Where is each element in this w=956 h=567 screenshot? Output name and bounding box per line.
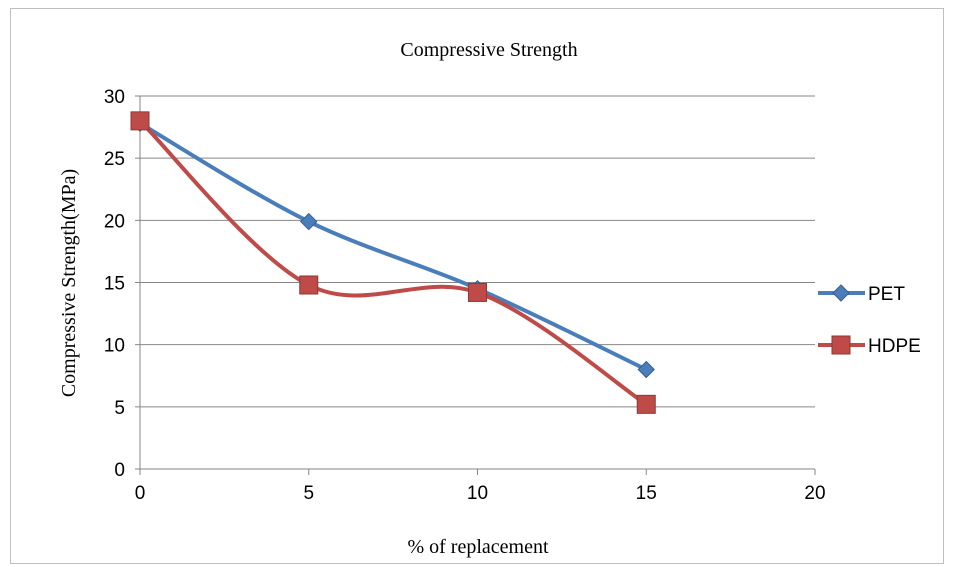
axes bbox=[135, 95, 816, 475]
chart-title: Compressive Strength bbox=[400, 39, 577, 61]
y-tick-label-30: 30 bbox=[104, 87, 125, 108]
series-line-hdpe bbox=[138, 119, 648, 407]
y-tick-label-20: 20 bbox=[104, 211, 125, 232]
x-axis-title: % of replacement bbox=[407, 536, 548, 558]
x-tick-label-0: 0 bbox=[135, 483, 146, 504]
data-point-hdpe-10 bbox=[468, 282, 487, 302]
legend: PET HDPE bbox=[818, 284, 921, 357]
data-point-pet-15 bbox=[637, 360, 655, 379]
series-lines bbox=[130, 111, 656, 414]
legend-label-pet: PET bbox=[868, 284, 905, 305]
y-axis-title: Compressive Strength(MPa) bbox=[58, 169, 80, 397]
data-point-hdpe-15 bbox=[636, 394, 656, 414]
y-tick-label-10: 10 bbox=[104, 336, 125, 357]
legend-marker-hdpe bbox=[831, 335, 851, 355]
y-tick-label-25: 25 bbox=[104, 149, 125, 170]
y-tick-label-15: 15 bbox=[104, 274, 125, 295]
legend-marker-pet bbox=[832, 284, 850, 302]
data-point-pet-5 bbox=[300, 212, 318, 231]
y-tick-label-0: 0 bbox=[114, 460, 125, 481]
series-line-pet bbox=[138, 121, 648, 372]
x-tick-label-15: 15 bbox=[636, 483, 657, 504]
x-tick-label-20: 20 bbox=[804, 483, 825, 504]
legend-label-hdpe: HDPE bbox=[868, 336, 921, 357]
x-tick-label-5: 5 bbox=[303, 483, 314, 504]
tick-labels: 0 5 10 15 20 25 30 0 5 10 15 20 bbox=[104, 87, 826, 504]
data-point-hdpe-0 bbox=[130, 111, 150, 131]
grid-lines bbox=[140, 95, 815, 408]
x-tick-label-10: 10 bbox=[467, 483, 488, 504]
data-point-hdpe-5 bbox=[299, 275, 319, 295]
y-tick-label-5: 5 bbox=[114, 398, 125, 419]
